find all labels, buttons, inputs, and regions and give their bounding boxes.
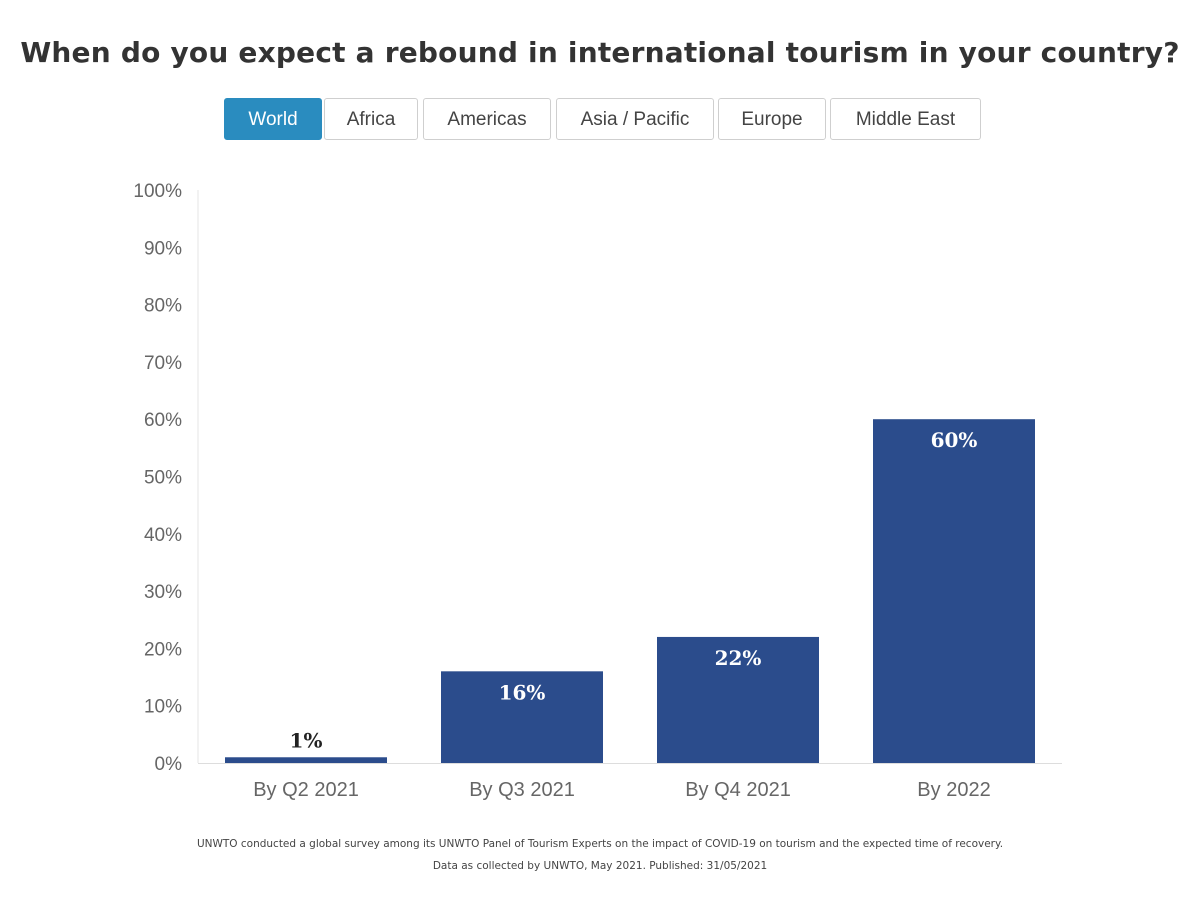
x-tick-label: By Q4 2021 <box>685 779 791 801</box>
tab-world[interactable]: World <box>224 98 322 140</box>
tab-americas[interactable]: Americas <box>423 98 551 140</box>
data-label: 16% <box>499 680 546 704</box>
y-tick-label: 90% <box>144 238 182 259</box>
bar <box>225 757 387 763</box>
x-tick-label: By 2022 <box>917 779 990 801</box>
tab-europe[interactable]: Europe <box>718 98 826 140</box>
chart-title: When do you expect a rebound in internat… <box>20 36 1180 69</box>
y-tick-label: 50% <box>144 468 182 489</box>
y-tick-label: 0% <box>155 754 183 775</box>
bar <box>441 671 603 763</box>
y-tick-label: 20% <box>144 639 182 660</box>
data-label: 60% <box>931 428 978 452</box>
bar <box>657 636 819 763</box>
y-tick-label: 100% <box>133 181 182 202</box>
footer-note: UNWTO conducted a global survey among it… <box>196 838 1004 850</box>
y-tick-label: 60% <box>144 410 182 431</box>
tab-asia-pacific[interactable]: Asia / Pacific <box>556 98 714 140</box>
data-label: 1% <box>290 728 323 752</box>
y-tick-label: 30% <box>144 582 182 603</box>
tab-africa[interactable]: Africa <box>324 98 418 140</box>
y-tick-label: 80% <box>144 296 182 317</box>
footer-source: Data as collected by UNWTO, May 2021. Pu… <box>432 860 768 872</box>
tab-middle-east[interactable]: Middle East <box>830 98 981 140</box>
y-tick-label: 40% <box>144 525 182 546</box>
x-tick-label: By Q2 2021 <box>253 779 359 801</box>
bar <box>873 419 1035 763</box>
y-tick-label: 70% <box>144 353 182 374</box>
data-label: 22% <box>715 646 762 670</box>
x-tick-label: By Q3 2021 <box>469 779 575 801</box>
y-tick-label: 10% <box>144 697 182 718</box>
